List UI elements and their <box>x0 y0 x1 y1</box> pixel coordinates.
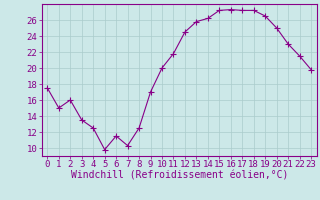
X-axis label: Windchill (Refroidissement éolien,°C): Windchill (Refroidissement éolien,°C) <box>70 171 288 181</box>
